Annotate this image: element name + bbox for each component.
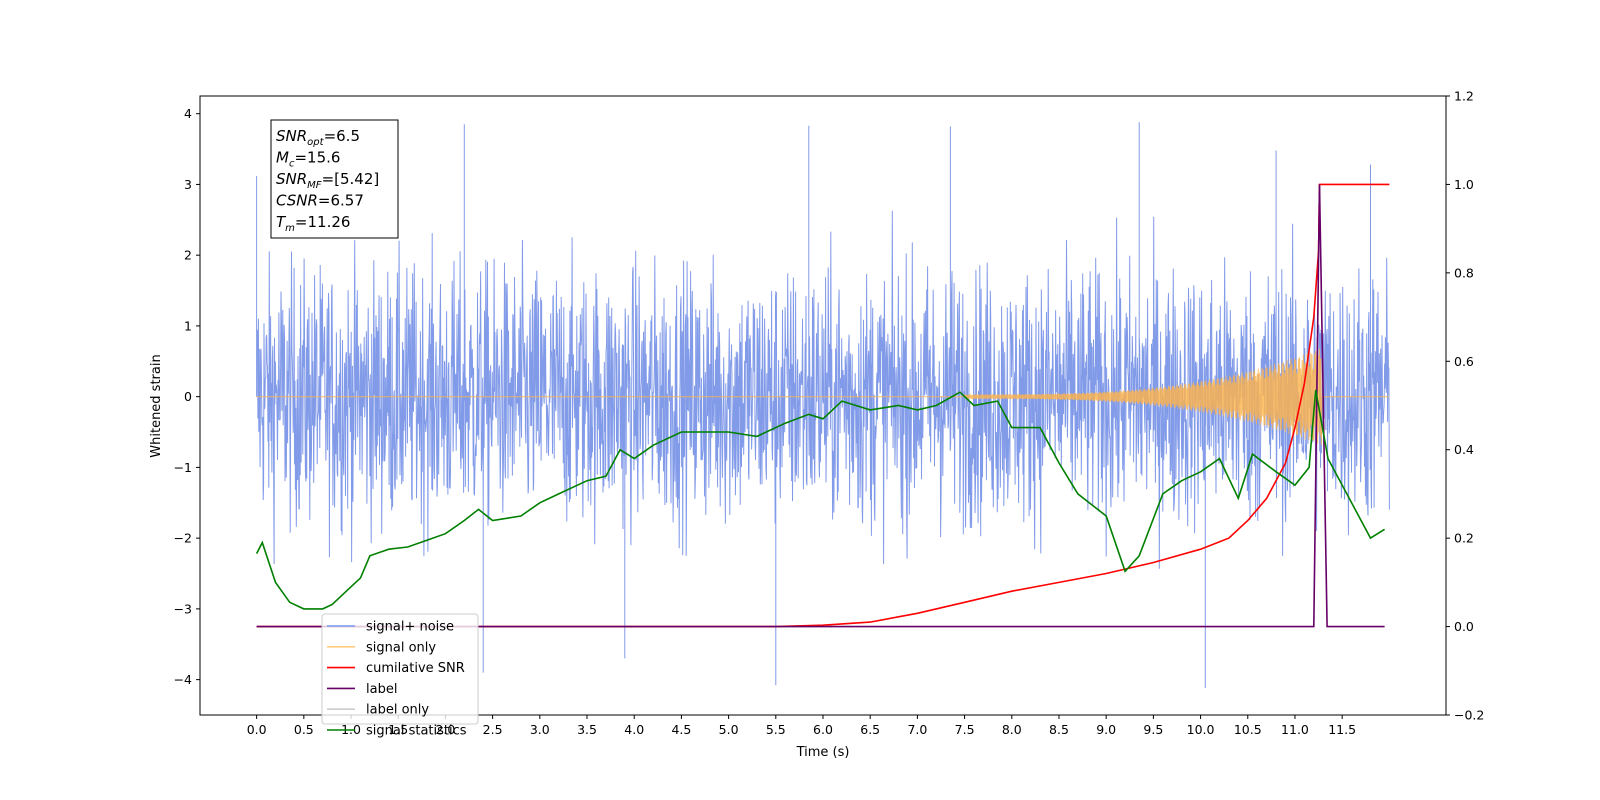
legend-label: signal statistics [366,724,467,739]
y2-tick-label: 1.2 [1454,89,1474,104]
y2-tick-label: 0.0 [1454,619,1474,634]
annotation-line: Mc=15.6 [276,149,340,170]
series-signal-only [256,348,1390,445]
x-tick-label: 2.0 [435,722,455,737]
x-tick-label: 2.5 [483,722,503,737]
x-tick-label: 11.5 [1328,722,1356,737]
annotation-line: SNRMF=[5.42] [276,170,379,191]
y2-tick-label: 1.0 [1454,177,1474,192]
series-cumilative-snr [256,183,1390,628]
x-axis-label: Time (s) [796,745,850,760]
x-tick-label: 7.0 [907,722,927,737]
x-tick-label: 1.5 [388,722,408,737]
y-tick-label: 4 [184,106,192,121]
x-tick-label: 10.0 [1187,722,1215,737]
y-tick-label: −3 [174,601,192,616]
x-tick-label: 8.0 [1002,722,1022,737]
x-tick-label: 10.5 [1234,722,1262,737]
y2-tick-label: −0.2 [1454,708,1484,723]
x-tick-label: 9.0 [1096,722,1116,737]
y-tick-label: 2 [184,248,192,263]
x-tick-label: 5.0 [719,722,739,737]
y2-tick-label: 0.6 [1454,354,1474,369]
x-tick-label: 6.5 [860,722,880,737]
y2-tick-label: 0.2 [1454,531,1474,546]
y-tick-label: 0 [184,389,192,404]
y-axis-left: −4 −3 −2 −1 0 1 2 3 4 [174,106,200,687]
legend-frame [321,613,479,725]
series-signal-statistics [255,389,1386,610]
legend-label: label [366,682,397,697]
plot-area [255,122,1390,689]
y-axis-right: −0.2 0.0 0.2 0.4 0.6 0.8 1.0 1.2 [1446,89,1484,723]
x-tick-label: 5.5 [766,722,786,737]
y-tick-label: −2 [174,531,192,546]
y2-tick-label: 0.8 [1454,265,1474,280]
y-axis-label: Whitened strain [149,354,164,457]
x-tick-label: 4.5 [671,722,691,737]
legend-label: signal only [366,640,436,655]
x-tick-label: 3.0 [530,722,550,737]
legend-label: label only [366,703,429,718]
x-tick-label: 11.0 [1281,722,1309,737]
y-tick-label: −1 [174,460,192,475]
y-tick-label: 1 [184,318,192,333]
x-tick-label: 9.5 [1143,722,1163,737]
y-tick-label: −4 [174,672,192,687]
x-axis: 0.0 0.5 1.0 1.5 2.0 2.5 3.0 3.5 4.0 4.5 5.0 5.5 6.0 6… [247,715,1356,737]
y-tick-label: 3 [184,177,192,192]
legend-label: signal+ noise [366,620,454,635]
legend: signal+ noise signal only cumilative SNR la… [321,613,479,739]
series-label [256,184,1385,628]
annotation-line: SNRopt=6.5 [276,127,360,148]
annotation-line: CSNR=6.57 [276,192,364,210]
x-tick-label: 6.0 [813,722,833,737]
y2-tick-label: 0.4 [1454,442,1474,457]
x-tick-label: 7.5 [955,722,975,737]
series-signal-noise [256,122,1390,689]
annotation-line: Tm=11.26 [276,213,350,234]
annotation-frame [270,119,399,239]
x-tick-label: 0.0 [247,722,267,737]
legend-label: cumilative SNR [366,661,465,676]
x-tick-label: 0.5 [294,722,314,737]
x-tick-label: 3.5 [577,722,597,737]
x-tick-label: 4.0 [624,722,644,737]
x-tick-label: 8.5 [1049,722,1069,737]
